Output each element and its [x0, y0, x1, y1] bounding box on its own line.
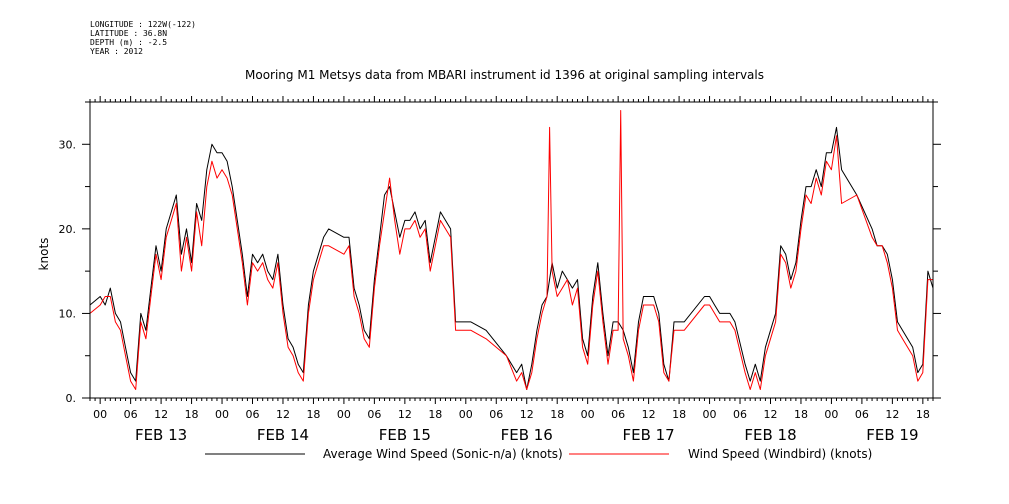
x-tick-label: 12: [885, 408, 899, 421]
series-layer: [89, 110, 934, 390]
x-tick-label: 12: [398, 408, 412, 421]
day-label: FEB 15: [379, 426, 431, 444]
depth-text: DEPTH (m) : -2.5: [90, 38, 168, 47]
x-tick-label: 18: [672, 408, 686, 421]
x-tick-label: 00: [215, 408, 229, 421]
y-tick-label: 20.: [59, 223, 77, 236]
x-tick-label: 06: [855, 408, 869, 421]
chart-title: Mooring M1 Metsys data from MBARI instru…: [245, 68, 764, 82]
y-tick-label: 10.: [59, 307, 77, 320]
x-tick-label: 12: [520, 408, 534, 421]
x-tick-label: 00: [824, 408, 838, 421]
legend: Average Wind Speed (Sonic-n/a) (knots) W…: [205, 447, 872, 461]
x-tick-label: 18: [306, 408, 320, 421]
x-tick-label: 12: [642, 408, 656, 421]
legend-windbird-label: Wind Speed (Windbird) (knots): [688, 447, 872, 461]
x-tick-label: 06: [246, 408, 260, 421]
x-tick-label: 18: [428, 408, 442, 421]
series-line-avg-wind-speed: [89, 126, 934, 390]
axis-ticks: [82, 96, 941, 404]
x-tick-label: 18: [185, 408, 199, 421]
day-label: FEB 13: [135, 426, 187, 444]
x-tick-label: 12: [276, 408, 290, 421]
x-tick-label: 06: [733, 408, 747, 421]
x-tick-label: 00: [337, 408, 351, 421]
legend-avg-label: Average Wind Speed (Sonic-n/a) (knots): [323, 447, 563, 461]
y-tick-label: 30.: [59, 138, 77, 151]
x-tick-label: 12: [763, 408, 777, 421]
x-tick-label: 00: [93, 408, 107, 421]
x-tick-label: 18: [916, 408, 930, 421]
day-label: FEB 16: [501, 426, 553, 444]
longitude-text: LONGITUDE : 122W(-122): [90, 20, 196, 29]
x-tick-label: 00: [459, 408, 473, 421]
day-label: FEB 18: [744, 426, 796, 444]
metadata-block: LONGITUDE : 122W(-122) LATITUDE : 36.8N …: [90, 20, 196, 56]
plot-frame: [89, 101, 934, 399]
latitude-text: LATITUDE : 36.8N: [90, 29, 168, 38]
x-tick-label: 06: [489, 408, 503, 421]
x-tick-label: 06: [611, 408, 625, 421]
day-label: FEB 19: [866, 426, 918, 444]
axis-labels: 00 06 12 18 00 06 12 18 00 06 12 18 00 06 12 18 00 06 12 18…: [59, 138, 930, 444]
y-tick-label: 0.: [66, 392, 77, 405]
day-label: FEB 17: [622, 426, 674, 444]
x-tick-label: 06: [367, 408, 381, 421]
x-tick-label: 00: [581, 408, 595, 421]
x-tick-label: 18: [794, 408, 808, 421]
x-tick-label: 18: [550, 408, 564, 421]
x-tick-label: 12: [154, 408, 168, 421]
series-line-windbird-wind-speed: [89, 110, 933, 390]
year-text: YEAR : 2012: [90, 47, 143, 56]
day-label: FEB 14: [257, 426, 309, 444]
y-axis-label: knots: [37, 238, 51, 271]
x-tick-label: 00: [703, 408, 717, 421]
x-tick-label: 06: [124, 408, 138, 421]
